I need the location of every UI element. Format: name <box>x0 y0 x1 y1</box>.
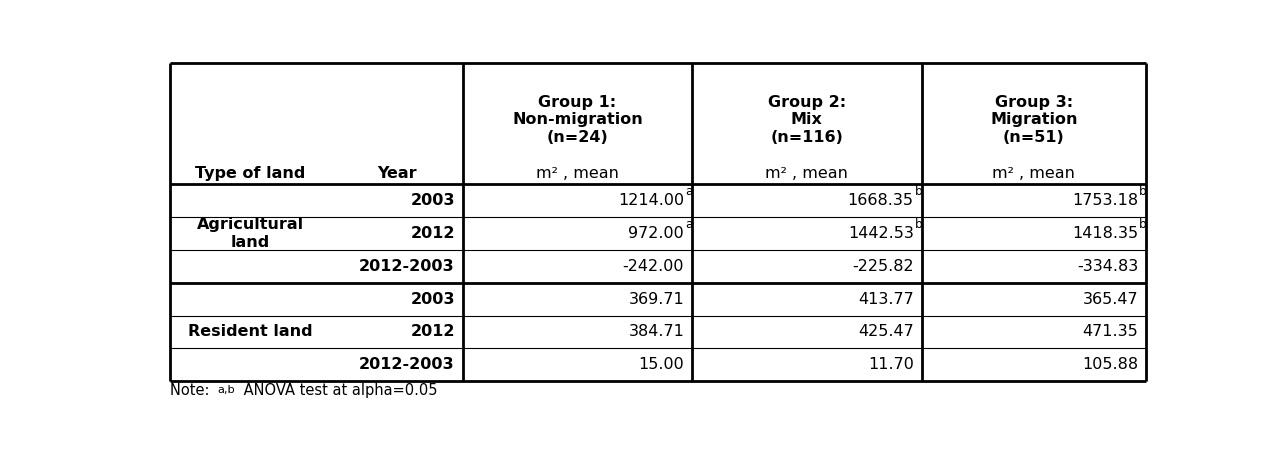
Text: 2012: 2012 <box>411 226 455 241</box>
Text: Agricultural
land: Agricultural land <box>197 217 304 249</box>
Text: 2003: 2003 <box>411 292 455 307</box>
Text: 365.47: 365.47 <box>1082 292 1138 307</box>
Text: Group 1:
Non-migration
(n=24): Group 1: Non-migration (n=24) <box>512 95 643 145</box>
Text: 1442.53: 1442.53 <box>848 226 913 241</box>
Text: 2012: 2012 <box>411 324 455 340</box>
Text: 1418.35: 1418.35 <box>1072 226 1138 241</box>
Text: 2012-2003: 2012-2003 <box>359 259 455 274</box>
Text: 2003: 2003 <box>411 193 455 208</box>
Text: 384.71: 384.71 <box>628 324 684 340</box>
Text: a: a <box>686 218 693 231</box>
Text: 1753.18: 1753.18 <box>1072 193 1138 208</box>
Text: b: b <box>914 185 922 198</box>
Text: Resident land: Resident land <box>188 324 312 340</box>
Text: Group 2:
Mix
(n=116): Group 2: Mix (n=116) <box>767 95 845 145</box>
Text: b: b <box>914 218 922 231</box>
Text: 15.00: 15.00 <box>638 357 684 372</box>
Text: Year: Year <box>377 166 417 181</box>
Text: 105.88: 105.88 <box>1082 357 1138 372</box>
Text: -225.82: -225.82 <box>852 259 913 274</box>
Text: m² , mean: m² , mean <box>993 166 1076 182</box>
Text: 972.00: 972.00 <box>628 226 684 241</box>
Text: m² , mean: m² , mean <box>536 166 619 182</box>
Text: -242.00: -242.00 <box>623 259 684 274</box>
Text: ANOVA test at alpha=0.05: ANOVA test at alpha=0.05 <box>239 383 437 398</box>
Text: 11.70: 11.70 <box>867 357 913 372</box>
Text: 369.71: 369.71 <box>628 292 684 307</box>
Text: m² , mean: m² , mean <box>765 166 848 182</box>
Text: b: b <box>1140 185 1147 198</box>
Text: -334.83: -334.83 <box>1077 259 1138 274</box>
Text: 471.35: 471.35 <box>1082 324 1138 340</box>
Text: 425.47: 425.47 <box>858 324 913 340</box>
Text: 1668.35: 1668.35 <box>848 193 913 208</box>
Text: a: a <box>686 185 693 198</box>
Text: 1214.00: 1214.00 <box>618 193 684 208</box>
Text: b: b <box>1140 218 1147 231</box>
Text: a,b: a,b <box>217 385 235 395</box>
Text: 2012-2003: 2012-2003 <box>359 357 455 372</box>
Text: 413.77: 413.77 <box>858 292 913 307</box>
Text: Group 3:
Migration
(n=51): Group 3: Migration (n=51) <box>990 95 1078 145</box>
Text: Type of land: Type of land <box>196 166 306 181</box>
Text: Note:: Note: <box>170 383 214 398</box>
